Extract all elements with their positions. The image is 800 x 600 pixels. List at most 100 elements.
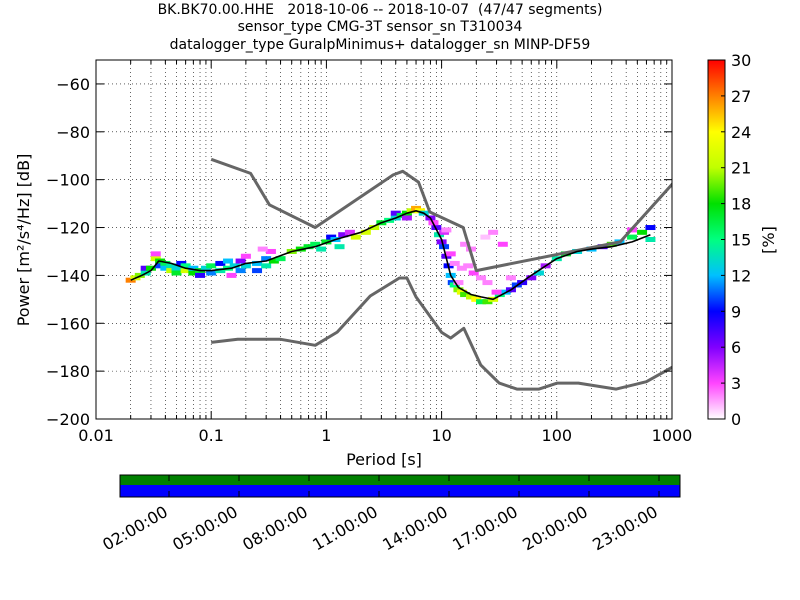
density-cell xyxy=(445,251,456,257)
nhnm-curve xyxy=(210,157,672,273)
density-cell xyxy=(252,268,263,274)
colorbar-tick-label: 0 xyxy=(731,410,741,429)
density-cell xyxy=(310,241,321,247)
density-cell xyxy=(645,225,656,231)
density-cell xyxy=(206,270,217,276)
density-cell xyxy=(390,210,401,216)
colorbar-tick-label: 27 xyxy=(731,87,751,106)
density-cell xyxy=(261,263,272,269)
timeline: 02:00:0005:00:0008:00:0011:00:0014:00:00… xyxy=(99,474,681,554)
timeline-tick-label: 08:00:00 xyxy=(239,502,311,554)
density-cell xyxy=(240,263,251,269)
y-tick-label: −180 xyxy=(46,362,90,381)
density-cell xyxy=(235,258,246,264)
colorbar-tick-label: 30 xyxy=(731,51,751,70)
colorbar-tick-label: 18 xyxy=(731,195,751,214)
density-cell xyxy=(476,275,487,281)
density-cell xyxy=(226,272,237,278)
density-cell xyxy=(466,294,477,300)
plot-frame xyxy=(95,59,673,420)
density-cell xyxy=(468,270,479,276)
density-cell xyxy=(491,289,502,295)
density-cell xyxy=(261,256,272,262)
density-cell xyxy=(150,251,161,257)
x-tick-label: 0.01 xyxy=(78,426,114,445)
y-tick-label: −160 xyxy=(46,314,90,333)
density-cell xyxy=(350,234,361,240)
density-cell xyxy=(180,268,191,274)
density-cell xyxy=(463,263,474,269)
x-tick-label: 10 xyxy=(431,426,451,445)
density-cell xyxy=(338,232,349,238)
density-cell xyxy=(188,265,199,271)
nlnm-curve xyxy=(211,276,672,391)
timeline-coverage-bar xyxy=(120,475,680,485)
chart-title-line-2: sensor_type CMG-3T sensor_sn T310034 xyxy=(237,19,523,35)
grid xyxy=(96,60,672,419)
density-cell xyxy=(533,270,544,276)
colorbar-tick-label: 3 xyxy=(731,374,741,393)
colorbar-axis: 0 3 6 9 12 15 18 21 24 27 30 xyxy=(721,51,751,429)
timeline-tick-label: 02:00:00 xyxy=(99,502,171,554)
y-axis: −60 −80 −100 −120 −140 −160 −180 −200 xyxy=(46,75,672,429)
y-tick-label: −140 xyxy=(46,266,90,285)
density-cell xyxy=(369,225,380,231)
density-cell xyxy=(460,241,471,247)
colorbar-tick-label: 24 xyxy=(731,123,751,142)
x-tick-label: 100 xyxy=(542,426,573,445)
x-axis-label: Period [s] xyxy=(346,450,422,469)
density-cell xyxy=(316,246,327,252)
density-cell xyxy=(257,246,268,252)
curves xyxy=(130,157,672,391)
x-tick-label: 1 xyxy=(321,426,331,445)
y-tick-label: −200 xyxy=(46,410,90,429)
density-cell xyxy=(206,263,217,269)
mode-curve xyxy=(130,210,651,301)
density-cell xyxy=(460,292,471,298)
density-cell xyxy=(240,253,251,259)
density-cell xyxy=(160,260,171,266)
density-cell xyxy=(215,268,226,274)
density-cell xyxy=(488,229,499,235)
x-axis: 0.01 0.1 1 10 100 1000 xyxy=(78,60,692,445)
density-cell xyxy=(627,234,638,240)
density-cell xyxy=(268,258,279,264)
density-cell xyxy=(200,265,211,271)
density-cell xyxy=(166,268,177,274)
timeline-data-bar xyxy=(120,485,680,497)
density-cell xyxy=(145,265,156,271)
timeline-tick-label: 11:00:00 xyxy=(309,502,381,554)
density-heatmap xyxy=(125,205,656,305)
density-cell xyxy=(480,234,491,240)
colorbar-label: [%] xyxy=(759,226,778,254)
density-cell xyxy=(140,265,151,271)
density-cell xyxy=(645,237,656,242)
density-cell xyxy=(526,275,537,281)
density-cell xyxy=(223,258,234,264)
density-cell xyxy=(431,225,442,231)
density-cell xyxy=(166,263,177,269)
y-tick-label: −120 xyxy=(46,219,90,238)
density-cell xyxy=(195,272,206,278)
density-cell xyxy=(229,263,240,269)
y-axis-label: Power [m²/s⁴/Hz] [dB] xyxy=(14,154,33,327)
density-cell xyxy=(215,260,226,266)
chart-title-line-1: BK.BK70.00.HHE 2018-10-06 -- 2018-10-07 … xyxy=(157,2,603,18)
density-cell xyxy=(482,280,493,286)
density-cell xyxy=(235,268,246,274)
density-cell xyxy=(155,263,166,269)
density-cell xyxy=(171,270,182,276)
colorbar-tick-label: 6 xyxy=(731,338,741,357)
density-cell xyxy=(344,229,355,235)
density-cell xyxy=(275,256,286,262)
density-cell xyxy=(180,263,191,269)
density-cell xyxy=(449,260,460,266)
density-cell xyxy=(252,260,263,266)
density-cell xyxy=(482,299,493,305)
density-cell xyxy=(441,227,452,233)
density-cell xyxy=(497,241,508,247)
timeline-tick-label: 05:00:00 xyxy=(169,502,241,554)
density-cell xyxy=(453,280,464,286)
colorbar-tick-label: 15 xyxy=(731,231,751,250)
